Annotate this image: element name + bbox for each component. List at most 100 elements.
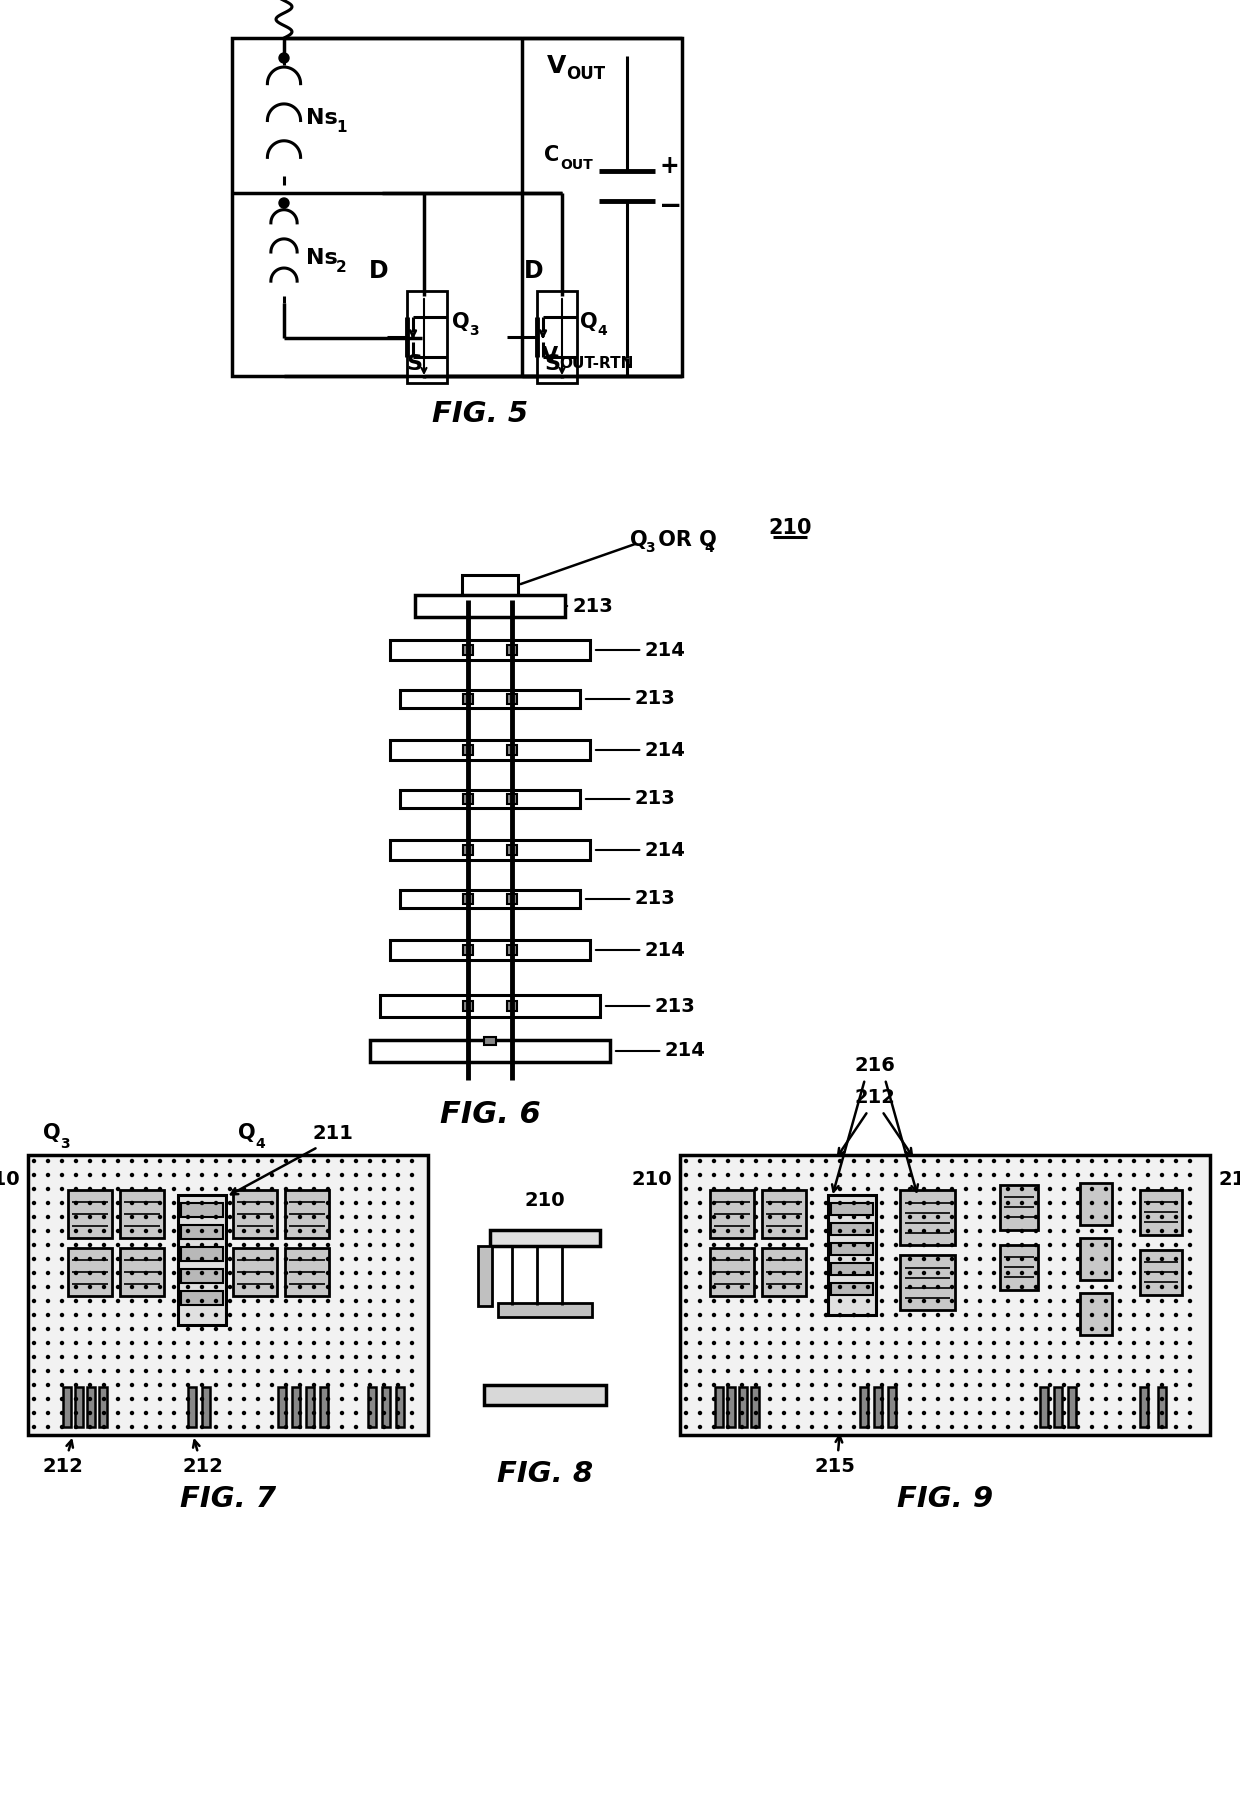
Text: Ns: Ns (306, 247, 337, 267)
Circle shape (754, 1159, 758, 1162)
Circle shape (1132, 1397, 1136, 1401)
Text: 214: 214 (595, 740, 686, 760)
Circle shape (1132, 1229, 1136, 1233)
Circle shape (257, 1244, 259, 1247)
Circle shape (1118, 1188, 1121, 1191)
Circle shape (215, 1215, 217, 1218)
Circle shape (228, 1173, 232, 1177)
Circle shape (1147, 1341, 1149, 1345)
Circle shape (1034, 1229, 1038, 1233)
Circle shape (1021, 1244, 1023, 1247)
Circle shape (727, 1300, 729, 1303)
Circle shape (410, 1215, 413, 1218)
Circle shape (740, 1370, 744, 1372)
Circle shape (368, 1173, 372, 1177)
Circle shape (299, 1341, 301, 1345)
Circle shape (796, 1173, 800, 1177)
Text: C: C (544, 144, 559, 164)
Circle shape (382, 1383, 386, 1386)
Circle shape (867, 1258, 869, 1260)
Circle shape (1188, 1258, 1192, 1260)
Circle shape (1063, 1271, 1065, 1274)
Circle shape (228, 1285, 232, 1289)
Circle shape (74, 1173, 77, 1177)
Circle shape (382, 1159, 386, 1162)
Circle shape (1049, 1159, 1052, 1162)
Circle shape (867, 1314, 869, 1316)
Circle shape (880, 1202, 883, 1204)
Circle shape (727, 1188, 729, 1191)
Circle shape (186, 1258, 190, 1260)
Circle shape (965, 1215, 967, 1218)
Circle shape (1132, 1426, 1136, 1428)
Circle shape (312, 1258, 315, 1260)
Circle shape (838, 1383, 842, 1386)
Circle shape (410, 1426, 413, 1428)
Circle shape (923, 1327, 925, 1330)
Circle shape (74, 1285, 77, 1289)
Circle shape (326, 1229, 330, 1233)
Circle shape (1021, 1159, 1023, 1162)
Circle shape (1090, 1215, 1094, 1218)
Bar (368, 1386, 376, 1428)
Circle shape (61, 1300, 63, 1303)
Circle shape (796, 1327, 800, 1330)
Circle shape (61, 1271, 63, 1274)
Circle shape (978, 1356, 982, 1359)
Circle shape (838, 1397, 842, 1401)
Circle shape (299, 1159, 301, 1162)
Bar (763, 1247, 806, 1296)
Circle shape (923, 1173, 925, 1177)
Circle shape (257, 1426, 259, 1428)
Circle shape (228, 1258, 232, 1260)
Circle shape (88, 1188, 92, 1191)
Bar (739, 1386, 746, 1428)
Circle shape (410, 1173, 413, 1177)
Circle shape (257, 1397, 259, 1401)
Circle shape (32, 1341, 36, 1345)
Circle shape (698, 1258, 702, 1260)
Circle shape (1007, 1370, 1009, 1372)
Circle shape (47, 1383, 50, 1386)
Circle shape (172, 1285, 176, 1289)
Bar (900, 1254, 955, 1310)
Circle shape (936, 1356, 940, 1359)
Bar (401, 890, 580, 908)
Text: 212: 212 (42, 1457, 83, 1476)
Circle shape (201, 1285, 203, 1289)
Circle shape (811, 1327, 813, 1330)
Circle shape (740, 1285, 744, 1289)
Circle shape (103, 1244, 105, 1247)
Circle shape (215, 1188, 217, 1191)
Bar (484, 1038, 496, 1045)
Circle shape (284, 1188, 288, 1191)
Circle shape (410, 1327, 413, 1330)
Circle shape (243, 1244, 246, 1247)
Circle shape (713, 1244, 715, 1247)
Circle shape (397, 1314, 399, 1316)
Circle shape (740, 1314, 744, 1316)
Circle shape (923, 1285, 925, 1289)
Circle shape (159, 1356, 161, 1359)
Circle shape (341, 1188, 343, 1191)
Circle shape (1188, 1202, 1192, 1204)
Circle shape (312, 1356, 315, 1359)
Circle shape (397, 1327, 399, 1330)
Circle shape (936, 1314, 940, 1316)
Circle shape (130, 1173, 134, 1177)
Circle shape (1118, 1341, 1121, 1345)
Circle shape (284, 1159, 288, 1162)
Circle shape (978, 1215, 982, 1218)
Circle shape (382, 1370, 386, 1372)
Circle shape (992, 1370, 996, 1372)
Circle shape (923, 1300, 925, 1303)
Circle shape (894, 1244, 898, 1247)
Circle shape (341, 1356, 343, 1359)
Circle shape (159, 1314, 161, 1316)
Circle shape (754, 1202, 758, 1204)
Circle shape (992, 1397, 996, 1401)
Bar (831, 1264, 873, 1274)
Circle shape (894, 1327, 898, 1330)
Circle shape (32, 1314, 36, 1316)
Circle shape (769, 1159, 771, 1162)
